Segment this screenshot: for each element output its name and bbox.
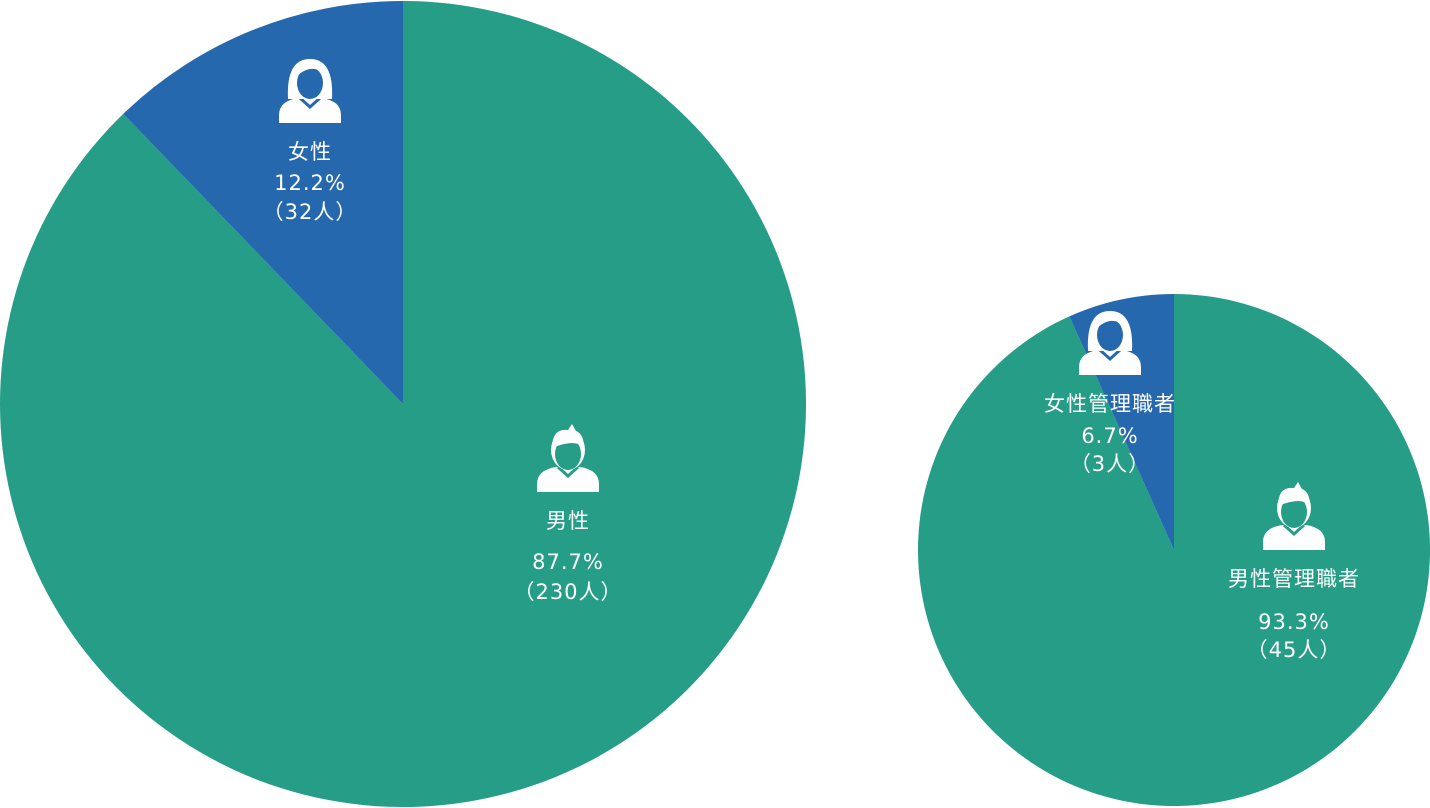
male-icon <box>537 424 599 492</box>
value-label: 93.3% <box>1258 610 1330 634</box>
icon-bang <box>296 63 324 77</box>
value-label: 87.7% <box>532 550 604 574</box>
pie-slice <box>918 294 1430 806</box>
icon-body <box>279 98 341 123</box>
slice-name: 女性 <box>288 140 332 164</box>
icon-face <box>1097 319 1123 351</box>
icon-face <box>1281 496 1307 528</box>
icon-hair <box>1278 482 1310 506</box>
value-label: 12.2% <box>274 171 346 195</box>
male-icon <box>1263 482 1325 550</box>
icon-hair <box>552 424 584 448</box>
icon-collar <box>1282 523 1306 537</box>
count-label: （230人） <box>513 580 622 604</box>
value-label: 6.7% <box>1081 424 1138 448</box>
icon-face <box>555 438 581 470</box>
icon-collar <box>556 465 580 479</box>
icon-body <box>1079 350 1141 375</box>
pie-slice <box>0 1 806 807</box>
female-icon <box>279 59 341 123</box>
count-label: （3人） <box>1070 452 1150 476</box>
count-label: （32人） <box>263 200 358 224</box>
icon-bang <box>1096 315 1124 329</box>
icon-body <box>1263 525 1325 550</box>
slice-name: 男性管理職者 <box>1228 567 1360 591</box>
slice-name: 女性管理職者 <box>1044 392 1176 416</box>
icon-body <box>537 467 599 492</box>
female-icon <box>1079 311 1141 375</box>
count-label: （45人） <box>1247 638 1342 662</box>
icon-face <box>297 67 323 99</box>
slice-name: 男性 <box>546 509 590 533</box>
icon-collar <box>1098 348 1122 362</box>
icon-collar <box>298 96 322 110</box>
